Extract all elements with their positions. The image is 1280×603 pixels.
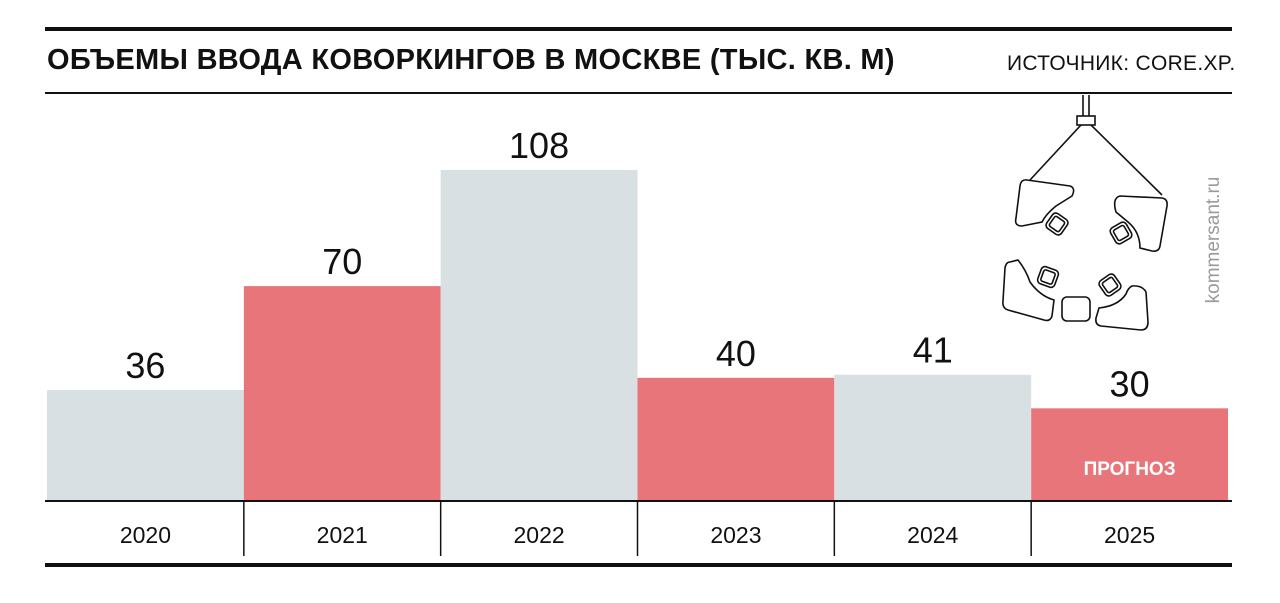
tick-label-2024: 2024 [907, 522, 958, 548]
x-axis: 2020 2021 2022 2023 2024 2025 [45, 500, 1232, 556]
bar-2022 [440, 170, 638, 500]
bar-2021 [243, 286, 441, 500]
tick-label-2022: 2022 [513, 522, 564, 548]
tick-label-2025: 2025 [1104, 522, 1155, 548]
value-label-2022: 108 [509, 125, 569, 166]
chart-title: ОБЪЕМЫ ВВОДА КОВОРКИНГОВ В МОСКВЕ (ТЫС. … [47, 44, 895, 76]
bar-2025 [1031, 408, 1228, 500]
value-label-2021: 70 [322, 241, 362, 282]
value-label-2020: 36 [125, 345, 165, 386]
coworking-desks-icon [1002, 95, 1168, 331]
watermark-label: kommersant.ru [1203, 176, 1224, 304]
bar-2020 [47, 390, 244, 500]
title-rule [45, 92, 1232, 94]
value-label-2025: 30 [1110, 363, 1150, 404]
bottom-rule [45, 563, 1232, 567]
source-label: ИСТОЧНИК: CORE.XP. [1007, 52, 1236, 75]
top-rule [45, 27, 1232, 31]
tick-label-2021: 2021 [317, 522, 368, 548]
value-label-2023: 40 [716, 333, 756, 374]
forecast-annotation: ПРОГНОЗ [1084, 459, 1176, 480]
bar-2023 [637, 377, 835, 500]
tick-label-2023: 2023 [710, 522, 761, 548]
bars-group: 36 70 108 40 41 30 ПРОГНОЗ [47, 125, 1228, 500]
value-label-2024: 41 [913, 330, 953, 371]
bar-2024 [834, 374, 1032, 500]
tick-label-2020: 2020 [120, 522, 171, 548]
